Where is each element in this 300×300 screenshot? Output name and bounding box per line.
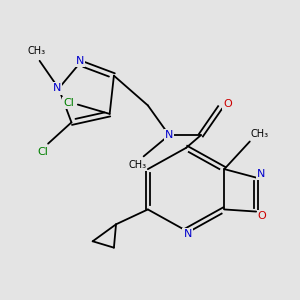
- Text: O: O: [258, 211, 266, 221]
- Text: N: N: [76, 56, 84, 66]
- Text: Cl: Cl: [63, 98, 74, 108]
- Text: O: O: [223, 99, 232, 109]
- Text: N: N: [165, 130, 173, 140]
- Text: N: N: [257, 169, 266, 179]
- Text: CH₃: CH₃: [250, 129, 268, 139]
- Text: CH₃: CH₃: [27, 46, 45, 56]
- Text: CH₃: CH₃: [128, 160, 146, 170]
- Text: N: N: [53, 83, 61, 93]
- Text: N: N: [184, 229, 192, 239]
- Text: Cl: Cl: [38, 147, 48, 157]
